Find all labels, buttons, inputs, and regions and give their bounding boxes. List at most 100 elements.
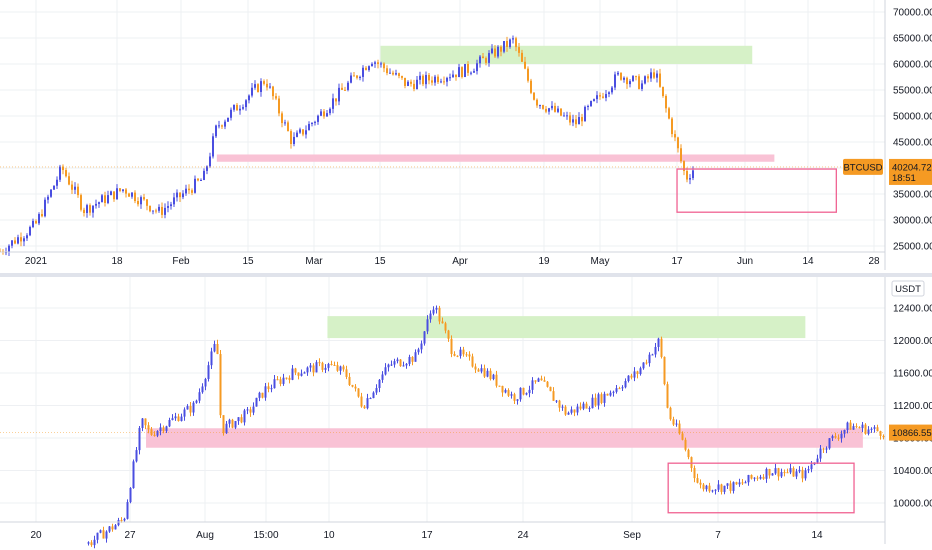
candle-body xyxy=(452,74,454,78)
candle-body xyxy=(473,71,475,73)
candle-body xyxy=(446,77,448,82)
candle-body xyxy=(369,398,372,400)
candle-body xyxy=(143,197,145,200)
candle-body xyxy=(425,74,427,85)
candle-body xyxy=(419,75,421,80)
candle-body xyxy=(519,387,522,400)
candle-body xyxy=(798,469,801,472)
candle-body xyxy=(656,73,658,78)
candle-body xyxy=(132,461,135,489)
candle-body xyxy=(249,409,252,413)
candle-body xyxy=(555,400,558,402)
candle-body xyxy=(83,209,85,214)
candle-body xyxy=(96,532,99,540)
candle-body xyxy=(765,468,768,479)
candle-body xyxy=(455,74,457,78)
candle-body xyxy=(593,99,595,101)
symbol-tag xyxy=(843,158,883,175)
candle-body xyxy=(263,81,265,84)
y-tick-label: 50000.00 xyxy=(893,112,932,123)
candle-body xyxy=(254,84,256,88)
resistance-zone xyxy=(380,45,753,64)
candle-body xyxy=(264,386,267,398)
candle-body xyxy=(570,409,573,413)
candle-body xyxy=(23,238,25,242)
bar-countdown: 18:51 xyxy=(892,173,916,184)
x-tick-label: May xyxy=(591,256,610,267)
candle-body xyxy=(714,489,717,491)
candle-body xyxy=(140,197,142,205)
candle-body xyxy=(603,393,606,403)
candle-body xyxy=(518,47,520,53)
candle-body xyxy=(411,356,414,362)
candle-body xyxy=(723,485,726,492)
last-price-badge xyxy=(889,158,932,185)
candle-body xyxy=(780,472,783,477)
candle-body xyxy=(816,458,819,463)
x-tick-label: 28 xyxy=(868,256,880,267)
candle-body xyxy=(93,539,96,546)
range-box xyxy=(667,462,855,514)
candle-body xyxy=(626,77,628,85)
candle-body xyxy=(639,368,642,375)
x-tick-label: 17 xyxy=(421,530,433,541)
candle-body xyxy=(642,362,645,369)
candle-body xyxy=(428,74,430,81)
candle-body xyxy=(260,81,262,92)
candle-body xyxy=(323,111,325,117)
candle-body xyxy=(596,95,598,100)
candle-body xyxy=(339,366,342,371)
candle-body xyxy=(198,392,201,401)
candle-body xyxy=(444,323,447,331)
candle-body xyxy=(659,73,661,87)
candle-body xyxy=(74,186,76,190)
candle-body xyxy=(624,381,627,388)
candle-body xyxy=(170,204,172,207)
candle-body xyxy=(831,436,834,439)
candle-body xyxy=(224,121,226,127)
candle-body xyxy=(123,518,126,521)
candle-body xyxy=(702,484,705,490)
candle-body xyxy=(705,485,708,490)
candle-body xyxy=(615,388,618,392)
candle-body xyxy=(524,61,526,69)
candle-body xyxy=(377,62,379,64)
candle-body xyxy=(708,485,711,492)
candle-body xyxy=(303,372,306,374)
candle-body xyxy=(674,134,676,138)
candle-body xyxy=(464,63,466,77)
candle-body xyxy=(17,237,19,244)
candle-body xyxy=(276,379,279,381)
candle-body xyxy=(222,415,225,434)
candle-body xyxy=(5,252,7,254)
candle-body xyxy=(486,370,489,377)
chart-pane-2[interactable]: 12400.0012000.0011600.0011200.0010800.00… xyxy=(0,275,932,549)
candle-body xyxy=(653,72,655,78)
candle-body xyxy=(216,344,219,355)
candle-body xyxy=(383,63,385,69)
candle-body xyxy=(35,220,37,224)
candle-body xyxy=(386,68,388,74)
candle-body xyxy=(504,390,507,393)
candle-body xyxy=(546,381,549,387)
candle-body xyxy=(219,354,222,416)
candle-body xyxy=(371,63,373,67)
candle-body xyxy=(314,121,316,123)
candle-body xyxy=(380,63,382,65)
candle-body xyxy=(230,109,232,118)
candle-body xyxy=(804,470,807,479)
candle-body xyxy=(522,387,525,395)
chart-pane-1[interactable]: 70000.00 65000.00 60000.00 55000.00 50000.00… xyxy=(0,0,932,270)
candle-body xyxy=(408,356,411,364)
candle-body xyxy=(629,81,631,85)
candle-body xyxy=(528,389,531,394)
candle-body xyxy=(209,156,211,167)
candle-body xyxy=(392,72,394,75)
candle-body xyxy=(188,188,190,191)
candle-body xyxy=(287,122,289,132)
candle-body xyxy=(677,137,679,149)
candle-body xyxy=(510,394,513,396)
candle-body xyxy=(234,421,237,428)
x-tick-label: 19 xyxy=(538,256,550,267)
